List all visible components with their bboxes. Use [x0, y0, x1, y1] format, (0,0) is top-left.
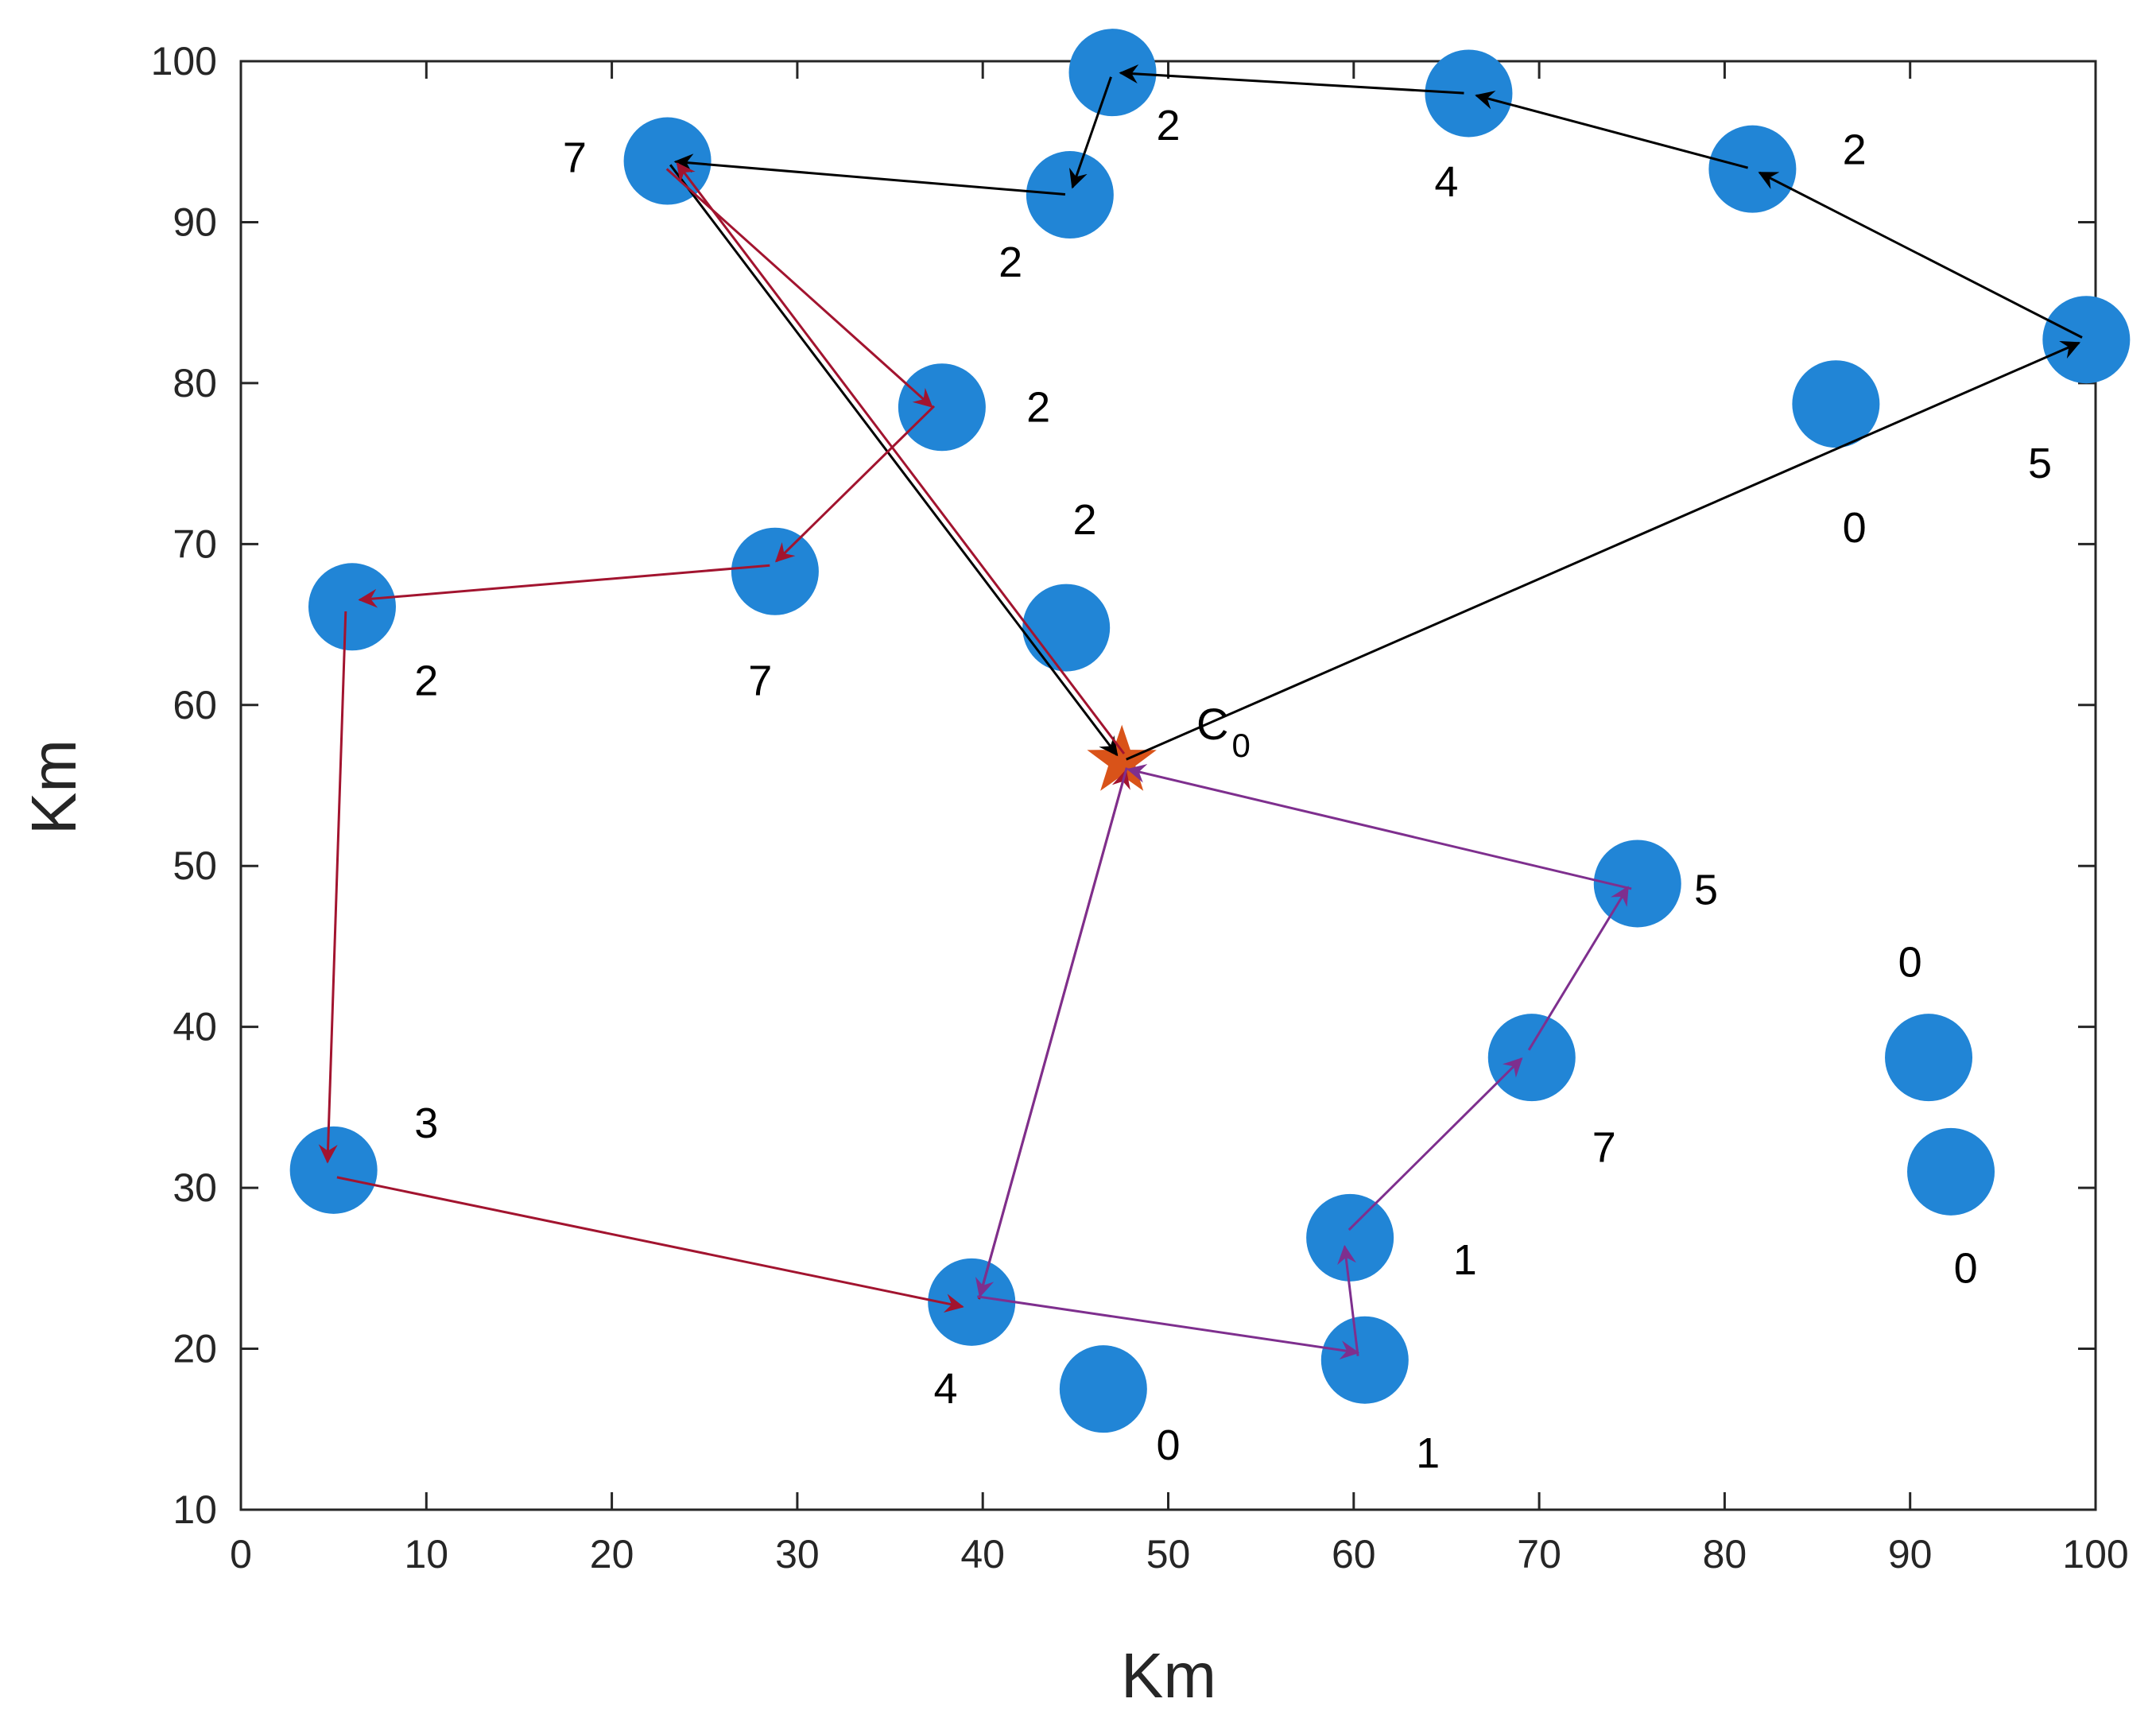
- y-tick-label: 40: [173, 1005, 217, 1049]
- customer-node: [1487, 1014, 1576, 1102]
- customer-node: [2042, 296, 2131, 384]
- route-black-segment: [1069, 76, 1112, 189]
- plot-area-frame: [239, 60, 2097, 1511]
- demand-label: 2: [414, 657, 438, 704]
- route-purple-segment: [977, 1295, 1360, 1360]
- depot-label-main: C: [1196, 699, 1228, 749]
- route-black-segment: [669, 164, 1119, 757]
- depot-marker-group: [1087, 724, 1157, 791]
- y-tick-label: 60: [173, 683, 217, 727]
- customer-node: [898, 363, 986, 452]
- x-axis-tick-labels: 0 10 20 30 40 50 60 70 80 90 100: [230, 1532, 2129, 1576]
- depot-label-subscript: 0: [1231, 727, 1250, 764]
- demand-label: 1: [1416, 1429, 1440, 1477]
- customer-node: [731, 527, 819, 615]
- customer-node: [1320, 1316, 1409, 1404]
- x-tick-label: 70: [1517, 1532, 1561, 1576]
- route-purple-segment: [975, 767, 1128, 1298]
- demand-label: 1: [1453, 1236, 1477, 1284]
- y-tick-label: 10: [173, 1487, 217, 1532]
- x-tick-label: 0: [230, 1532, 252, 1576]
- demand-label: 2: [1843, 126, 1867, 173]
- x-tick-label: 30: [775, 1532, 820, 1576]
- demand-label: 5: [1694, 867, 1718, 914]
- route-red-segment: [665, 168, 933, 408]
- depot-label: C0: [1196, 699, 1251, 764]
- demand-label: 0: [1898, 939, 1922, 987]
- customer-node: [1792, 360, 1880, 448]
- customer-node: [308, 563, 396, 651]
- customer-node: [1059, 1345, 1147, 1433]
- customer-node: [1026, 151, 1114, 239]
- demand-label: 0: [1843, 504, 1867, 552]
- route-red-segment: [774, 405, 936, 563]
- route-red-segment: [358, 564, 770, 608]
- customer-node: [289, 1126, 378, 1214]
- route-purple-segment: [1348, 1057, 1523, 1231]
- depot-star: [1087, 724, 1157, 791]
- route-black-segment: [1758, 171, 2083, 339]
- demand-label: 2: [1072, 496, 1096, 544]
- demand-label: 3: [414, 1099, 438, 1147]
- route-red-segment: [676, 162, 1126, 754]
- customer-node: [1306, 1193, 1394, 1282]
- customer-node: [1022, 584, 1111, 672]
- y-tick-label: 100: [151, 39, 217, 83]
- y-tick-label: 90: [173, 200, 217, 244]
- demand-label: 7: [563, 134, 587, 181]
- route-purple-segment: [1527, 886, 1629, 1051]
- demand-label: 2: [999, 239, 1022, 286]
- x-tick-label: 20: [590, 1532, 634, 1576]
- route-red-segment: [336, 1176, 964, 1313]
- customer-node: [1068, 29, 1157, 117]
- demand-label: 0: [1954, 1244, 1978, 1292]
- demand-labels: 2 4 2 5 0 2 7 2 7 2 2 5 7 0 0 3 1 4 1 0: [414, 102, 2052, 1477]
- x-tick-label: 10: [404, 1532, 448, 1576]
- x-tick-label: 80: [1703, 1532, 1747, 1576]
- customer-nodes: [289, 29, 2131, 1433]
- demand-label: 4: [1434, 158, 1458, 206]
- route-purple-segment: [1126, 764, 1632, 890]
- y-axis-tick-labels: 10 20 30 40 50 60 70 80 90 100: [151, 39, 217, 1532]
- route-purple-segment: [1337, 1244, 1359, 1356]
- demand-label: 0: [1156, 1421, 1180, 1469]
- x-tick-label: 100: [2062, 1532, 2128, 1576]
- route-black-segment: [1475, 91, 1748, 169]
- demand-label: 5: [2028, 440, 2052, 487]
- demand-label: 7: [748, 657, 772, 704]
- y-tick-label: 70: [173, 522, 217, 566]
- route-black-segment: [1126, 341, 2081, 761]
- y-tick-label: 80: [173, 361, 217, 405]
- route-black-segment: [1119, 64, 1464, 95]
- customer-node: [1425, 49, 1513, 138]
- route-black-segment: [673, 153, 1066, 196]
- demand-label: 2: [1156, 102, 1180, 149]
- demand-label: 2: [1026, 383, 1050, 431]
- customer-node: [1885, 1014, 1973, 1102]
- x-axis-title: Km: [1121, 1640, 1216, 1711]
- x-tick-label: 40: [960, 1532, 1005, 1576]
- y-tick-label: 30: [173, 1165, 217, 1210]
- route-arrows: [318, 64, 2083, 1360]
- demand-label: 4: [934, 1365, 958, 1413]
- route-red-segment: [318, 611, 347, 1164]
- y-axis-title: Km: [18, 739, 89, 835]
- y-tick-label: 20: [173, 1327, 217, 1371]
- y-tick-label: 50: [173, 843, 217, 888]
- customer-node: [1907, 1127, 1995, 1216]
- axis-ticks: [239, 60, 2097, 1511]
- x-tick-label: 50: [1146, 1532, 1191, 1576]
- x-tick-label: 60: [1332, 1532, 1376, 1576]
- customer-node: [1708, 125, 1797, 213]
- x-tick-label: 90: [1888, 1532, 1933, 1576]
- demand-label: 7: [1592, 1124, 1616, 1172]
